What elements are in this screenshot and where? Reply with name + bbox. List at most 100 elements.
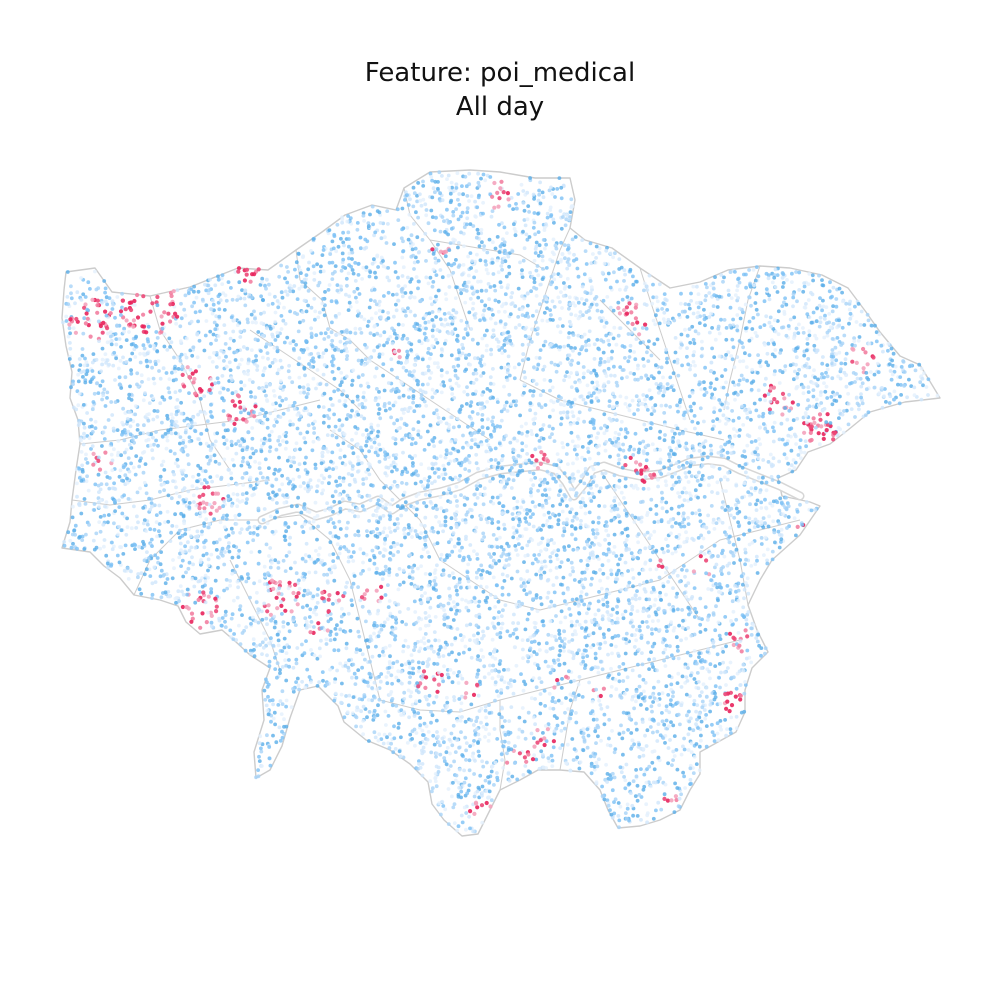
poi-point-low xyxy=(121,465,126,470)
poi-point-high xyxy=(555,678,560,683)
poi-point-low xyxy=(645,530,650,535)
poi-point-low xyxy=(560,639,564,643)
poi-point-low xyxy=(158,474,163,479)
poi-point-low xyxy=(771,439,776,444)
poi-point-low xyxy=(453,475,458,480)
poi-point-low xyxy=(541,623,546,628)
poi-point-low xyxy=(531,524,536,529)
poi-point-low xyxy=(155,556,160,560)
poi-point-low xyxy=(713,691,717,696)
poi-point-low xyxy=(889,377,894,382)
poi-point-low xyxy=(345,710,350,715)
poi-point-low xyxy=(339,692,344,697)
poi-point-low xyxy=(496,694,501,698)
poi-point-low xyxy=(396,426,401,431)
poi-point-low xyxy=(372,555,377,560)
poi-point-low xyxy=(396,726,401,730)
poi-point-low xyxy=(838,376,843,381)
poi-point-low xyxy=(460,597,464,602)
poi-point-low xyxy=(689,750,694,755)
poi-point-low xyxy=(75,494,79,499)
poi-point-low xyxy=(272,394,277,398)
poi-point-low xyxy=(619,770,624,775)
poi-point-low xyxy=(662,465,666,470)
poi-point-high xyxy=(214,609,219,614)
poi-point-low xyxy=(304,541,309,546)
poi-point-low xyxy=(685,346,689,350)
poi-point-low xyxy=(628,349,633,353)
poi-point-low xyxy=(606,616,611,621)
poi-point-low xyxy=(362,693,367,697)
poi-point-low xyxy=(731,609,736,614)
poi-point-high xyxy=(88,334,93,339)
poi-point-low xyxy=(176,500,180,505)
poi-point-low xyxy=(859,309,864,314)
poi-point-low xyxy=(90,444,95,448)
poi-point-low xyxy=(261,373,265,378)
poi-point-low xyxy=(597,698,602,703)
poi-point-low xyxy=(223,625,228,629)
poi-point-low xyxy=(637,684,642,689)
poi-point-low xyxy=(148,507,153,512)
poi-point-low xyxy=(830,358,835,363)
poi-point-low xyxy=(479,288,484,293)
poi-point-low xyxy=(410,659,415,664)
poi-point-low xyxy=(702,380,706,384)
poi-point-low xyxy=(404,433,408,438)
poi-point-low xyxy=(265,622,269,627)
poi-point-low xyxy=(471,371,476,376)
poi-point-low xyxy=(661,317,666,321)
poi-point-low xyxy=(549,538,554,542)
poi-point-high xyxy=(268,612,273,617)
poi-point-low xyxy=(620,376,624,381)
poi-point-low xyxy=(363,357,368,362)
poi-point-low xyxy=(613,797,618,802)
poi-point-low xyxy=(632,645,637,649)
poi-point-high xyxy=(669,798,674,803)
poi-point-low xyxy=(445,370,449,375)
poi-point-low xyxy=(731,553,736,558)
poi-point-low xyxy=(430,786,435,790)
poi-point-low xyxy=(234,638,239,642)
poi-point-low xyxy=(303,284,308,289)
poi-point-low xyxy=(262,310,266,315)
poi-point-low xyxy=(758,442,763,447)
poi-point-low xyxy=(374,570,379,575)
poi-point-low xyxy=(363,237,368,242)
poi-point-low xyxy=(257,741,262,746)
poi-point-low xyxy=(529,731,534,736)
poi-point-low xyxy=(745,411,749,416)
poi-point-high xyxy=(501,190,506,195)
poi-point-low xyxy=(530,607,534,611)
poi-point-low xyxy=(396,322,401,327)
poi-point-low xyxy=(417,616,421,620)
poi-point-low xyxy=(761,516,766,520)
poi-point-low xyxy=(732,561,736,565)
poi-point-low xyxy=(589,486,593,490)
poi-point-low xyxy=(268,763,273,768)
poi-point-low xyxy=(284,397,288,401)
poi-point-low xyxy=(673,471,677,476)
poi-point-low xyxy=(691,728,696,733)
poi-point-low xyxy=(189,319,194,324)
poi-point-low xyxy=(425,737,430,742)
poi-point-low xyxy=(631,554,635,559)
poi-point-low xyxy=(212,320,217,325)
poi-point-low xyxy=(529,493,534,498)
poi-point-low xyxy=(334,333,339,337)
poi-point-low xyxy=(655,739,660,743)
poi-point-low xyxy=(534,320,538,325)
poi-point-low xyxy=(190,304,195,309)
poi-point-low xyxy=(502,407,507,411)
poi-point-low xyxy=(161,482,166,486)
poi-point-low xyxy=(82,497,87,501)
poi-point-low xyxy=(565,413,570,418)
poi-point-low xyxy=(626,569,630,573)
poi-point-low xyxy=(696,292,701,296)
poi-point-low xyxy=(704,713,708,717)
poi-point-low xyxy=(519,182,524,187)
poi-point-low xyxy=(444,750,449,755)
poi-point-low xyxy=(421,179,425,184)
poi-point-low xyxy=(881,349,885,354)
poi-point-low xyxy=(313,500,318,505)
